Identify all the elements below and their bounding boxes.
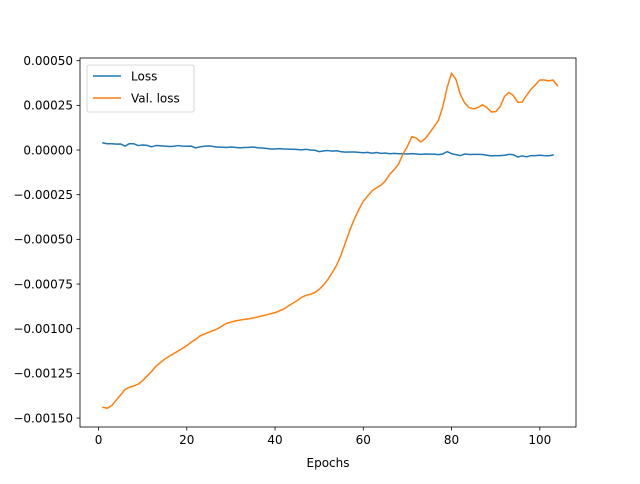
y-tick-label: 0.00000 (23, 143, 73, 157)
y-tick-label: 0.00050 (23, 54, 73, 68)
axes-frame (79, 57, 577, 428)
x-axis-label: Epochs (307, 456, 350, 470)
x-tick-label: 60 (356, 433, 371, 447)
y-tick-label: −0.00050 (13, 233, 73, 247)
series-line-val-loss (102, 72, 559, 409)
plot-area (80, 58, 576, 427)
x-tick-label: 80 (444, 433, 459, 447)
legend-label: Val. loss (131, 92, 180, 106)
x-tick-label: 20 (179, 433, 194, 447)
x-tick-label: 40 (267, 433, 282, 447)
y-tick-label: −0.00075 (13, 277, 73, 291)
axes-layer: 0 20 40 60 80 100 −0.00150 −0.00125 −0.00100 −0.0… (13, 54, 577, 447)
plot-background (80, 58, 576, 427)
legend: Loss Val. loss (86, 64, 195, 113)
y-tick-label: −0.00025 (13, 188, 73, 202)
y-tick-label: −0.00125 (13, 367, 73, 381)
series-layer (102, 72, 559, 409)
y-tick-label: 0.00025 (23, 99, 73, 113)
y-tick-label: −0.00100 (13, 322, 73, 336)
x-tick-label: 100 (528, 433, 551, 447)
x-tick-label: 0 (95, 433, 103, 447)
legend-label: Loss (131, 70, 157, 84)
series-line-loss (102, 141, 554, 158)
y-tick-label: −0.00150 (13, 411, 73, 425)
